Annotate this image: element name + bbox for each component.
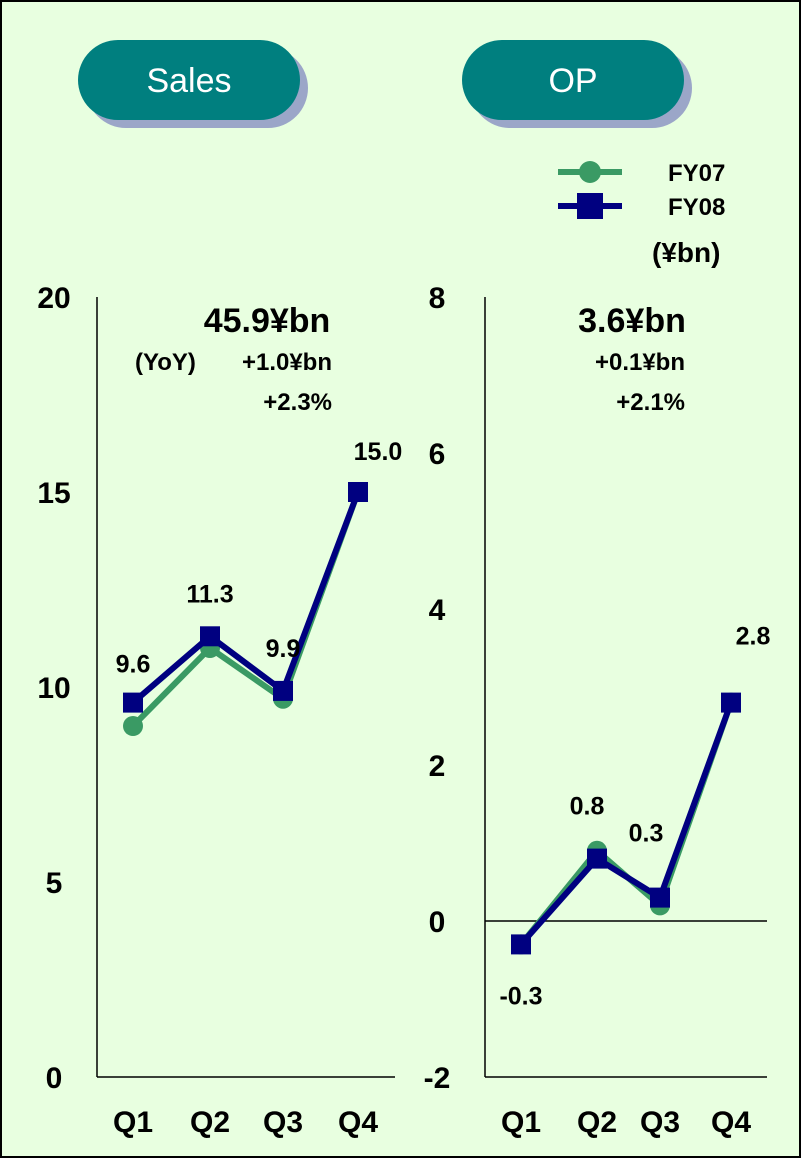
op-title: OP bbox=[548, 62, 597, 100]
op-point-fy08 bbox=[511, 934, 531, 955]
legend-label-fy08: FY08 bbox=[668, 194, 725, 221]
op-y-tick-label: 2 bbox=[429, 750, 446, 783]
op-x-tick-label: Q3 bbox=[640, 1106, 680, 1139]
legend-item-fy08: FY08 bbox=[558, 193, 725, 221]
op-point-fy08 bbox=[650, 887, 670, 908]
legend-label-fy07: FY07 bbox=[668, 160, 725, 187]
plots: 0 5 10 15 20 Q1 Q2 Q3 Q4 9.6 11.3 9.9 15.0 -2 0 2 4 6 8 Q1 Q… bbox=[37, 282, 770, 1139]
sales-data-label: 9.9 bbox=[266, 635, 301, 663]
op-y-tick-label: 6 bbox=[429, 438, 446, 471]
op-plot: -2 0 2 4 6 8 Q1 Q2 Q3 Q4 -0.3 0.8 0.3 2.8 bbox=[424, 282, 771, 1139]
op-point-fy08 bbox=[721, 692, 741, 713]
sales-x-tick-label: Q3 bbox=[263, 1106, 303, 1139]
op-data-label: 2.8 bbox=[736, 623, 771, 651]
op-y-tick-label: 8 bbox=[429, 282, 446, 315]
legend-item-fy07: FY07 bbox=[558, 160, 725, 187]
op-data-label: -0.3 bbox=[499, 982, 542, 1010]
op-y-tick-label: 4 bbox=[429, 594, 446, 627]
sales-point-fy08 bbox=[123, 692, 143, 713]
op-y-tick-label: 0 bbox=[429, 906, 446, 939]
sales-title: Sales bbox=[146, 62, 231, 100]
sales-total: 45.9¥bn bbox=[204, 302, 331, 340]
sales-y-tick-label: 15 bbox=[37, 477, 70, 510]
op-data-label: 0.3 bbox=[629, 820, 664, 848]
unit-label: (¥bn) bbox=[652, 237, 720, 268]
sales-y-tick-label: 20 bbox=[37, 282, 70, 315]
sales-x-tick-label: Q4 bbox=[338, 1106, 378, 1139]
sales-yoy-change: +1.0¥bn bbox=[242, 349, 332, 376]
op-x-tick-label: Q1 bbox=[501, 1106, 541, 1139]
op-x-tick-label: Q2 bbox=[577, 1106, 617, 1139]
sales-x-tick-label: Q2 bbox=[190, 1106, 230, 1139]
op-title-pill: OP bbox=[462, 40, 692, 128]
op-data-label: 0.8 bbox=[570, 793, 605, 821]
sales-title-pill: Sales bbox=[78, 40, 308, 128]
op-summary: 3.6¥bn +0.1¥bn +2.1% bbox=[578, 302, 686, 416]
sales-series-line-fy08 bbox=[131, 490, 361, 705]
sales-y-tick-label: 0 bbox=[46, 1062, 63, 1095]
op-y-tick-label: -2 bbox=[424, 1062, 451, 1095]
sales-point-fy07 bbox=[123, 716, 143, 736]
sales-summary: 45.9¥bn (YoY) +1.0¥bn +2.3% bbox=[135, 302, 332, 416]
sales-x-tick-label: Q1 bbox=[113, 1106, 153, 1139]
sales-yoy-label: (YoY) bbox=[135, 349, 196, 376]
sales-point-fy08 bbox=[348, 482, 368, 502]
op-point-fy08 bbox=[587, 848, 607, 869]
sales-yoy-pct: +2.3% bbox=[263, 389, 332, 416]
op-yoy-change: +0.1¥bn bbox=[595, 349, 685, 376]
sales-point-fy08 bbox=[273, 680, 293, 701]
sales-y-tick-label: 10 bbox=[37, 672, 70, 705]
sales-point-fy08 bbox=[200, 626, 220, 647]
op-x-tick-label: Q4 bbox=[711, 1106, 751, 1139]
op-series-line-fy08 bbox=[518, 701, 734, 947]
sales-data-label: 15.0 bbox=[354, 438, 403, 466]
sales-data-label: 11.3 bbox=[186, 580, 233, 608]
sales-data-label: 9.6 bbox=[116, 651, 151, 679]
op-total: 3.6¥bn bbox=[578, 302, 686, 340]
sales-plot: 0 5 10 15 20 Q1 Q2 Q3 Q4 9.6 11.3 9.9 15.0 bbox=[37, 282, 402, 1139]
op-yoy-pct: +2.1% bbox=[616, 389, 685, 416]
sales-y-tick-label: 5 bbox=[46, 867, 63, 900]
legend: FY07 FY08 (¥bn) bbox=[558, 160, 725, 268]
